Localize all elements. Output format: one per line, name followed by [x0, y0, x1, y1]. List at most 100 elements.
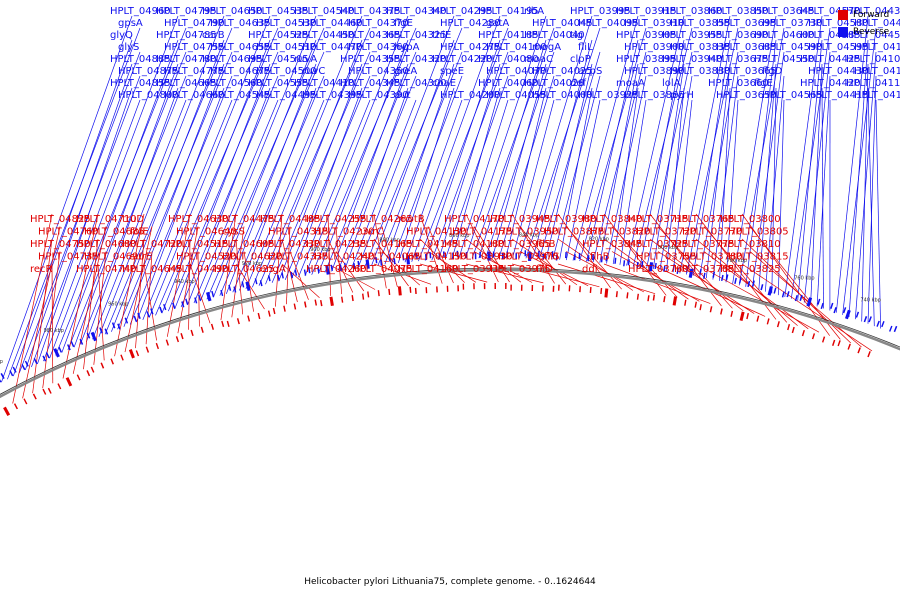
axis-tick-label: 860 kbp — [449, 233, 469, 239]
leader-line — [848, 39, 869, 318]
reverse-gene-label: HPLT_04595 — [808, 42, 869, 53]
leader-line — [327, 213, 331, 296]
reverse-gene-label: HPLT_03695 — [716, 18, 777, 29]
leader-line — [298, 99, 371, 278]
reverse-feature — [627, 259, 630, 266]
forward-feature — [589, 286, 592, 293]
reverse-feature — [474, 253, 477, 260]
forward-gene-label: HPLT_04170 — [444, 214, 505, 225]
leader-line — [97, 263, 105, 361]
reverse-feature — [876, 320, 880, 327]
reverse-gene-label: HPLT_04500 — [256, 66, 317, 77]
forward-feature — [135, 350, 140, 357]
reverse-feature — [654, 262, 657, 269]
leader-line — [419, 263, 488, 283]
forward-feature — [175, 336, 179, 343]
reverse-feature — [524, 250, 527, 257]
forward-feature — [367, 291, 370, 298]
reverse-feature — [747, 280, 751, 287]
reverse-gene-label: HPLT_04190 — [854, 42, 900, 53]
reverse-gene-label: HPLT_04100 — [486, 42, 547, 53]
leader-line — [725, 99, 739, 283]
reverse-gene-label: HPLT_04325 — [386, 30, 447, 41]
reverse-feature — [211, 290, 215, 298]
leader-line — [565, 226, 622, 290]
forward-feature — [847, 343, 851, 350]
forward-feature — [47, 387, 52, 394]
reverse-gene-label: HPLT_04450 — [294, 30, 355, 41]
leader-line — [545, 63, 593, 260]
leader-line — [586, 39, 639, 262]
forward-feature — [65, 377, 73, 387]
reverse-gene-label: HPLT_04430 — [808, 66, 869, 77]
forward-feature — [684, 299, 687, 306]
reverse-gene-label: HPLT_04795 — [156, 6, 217, 17]
forward-feature — [746, 313, 749, 320]
leader-line — [557, 238, 634, 291]
reverse-feature — [817, 298, 821, 305]
forward-gene-label: HPLT_04330 — [260, 239, 321, 250]
forward-feature — [626, 292, 629, 299]
reverse-gene-label: HPLT_03835 — [670, 42, 731, 53]
forward-gene-label: surE — [130, 252, 152, 263]
forward-gene-label: HPLT_04265 — [352, 214, 413, 225]
leader-line — [592, 51, 647, 263]
reverse-gene-label: greA — [394, 66, 417, 77]
leader-line — [180, 75, 279, 308]
leader-line — [245, 99, 325, 290]
reverse-feature — [452, 252, 454, 259]
reverse-gene-label: HPLT_04195 — [478, 6, 539, 17]
leader-line — [875, 99, 881, 329]
reverse-gene-label: def — [570, 78, 587, 89]
forward-feature — [615, 291, 618, 298]
leader-line — [24, 63, 133, 371]
reverse-gene-label: HPLT_04555 — [248, 78, 309, 89]
reverse-gene-label: HPLT_03995 — [570, 6, 631, 17]
reverse-feature — [781, 291, 785, 298]
leader-line — [666, 87, 685, 272]
leader-line — [579, 27, 647, 262]
forward-gene-label: HPLT_04630 — [168, 214, 229, 225]
leader-line — [225, 63, 317, 295]
reverse-labels: HPLT_04960gpsAglyQglySHPLT_04885HPLT_048… — [110, 6, 900, 101]
reverse-gene-label: flgE — [754, 78, 773, 89]
reverse-feature — [456, 250, 459, 257]
forward-gene-label: HPLT_03760 — [628, 264, 689, 275]
leader-line — [49, 15, 179, 359]
leader-line — [239, 87, 317, 291]
forward-feature — [247, 315, 251, 322]
forward-gene-label: HPLT_04750 — [30, 239, 91, 250]
forward-feature — [57, 383, 62, 390]
reverse-gene-label: HPLT_03900 — [624, 42, 685, 53]
reverse-feature — [738, 277, 742, 284]
forward-gene-label: HPLT_04485 — [260, 214, 321, 225]
leader-line — [278, 63, 363, 282]
forward-gene-label: HPLT_04150 — [406, 252, 467, 263]
forward-feature — [155, 342, 159, 350]
forward-feature — [446, 285, 449, 292]
reverse-gene-label: glyS — [118, 42, 139, 53]
leader-line — [478, 39, 547, 259]
reverse-gene-label: HPLT_04220 — [432, 54, 493, 65]
forward-feature — [505, 283, 507, 289]
reverse-gene-label: hypA — [394, 42, 420, 53]
forward-gene-label: HPLT_04645 — [122, 264, 183, 275]
reverse-feature — [194, 297, 198, 304]
reverse-gene-label: HPLT_04095 — [578, 18, 639, 29]
leader-line — [741, 263, 873, 352]
forward-gene-label: HPLT_03755 — [636, 252, 697, 263]
reverse-feature — [303, 269, 307, 276]
forward-feature — [652, 294, 655, 301]
reverse-gene-label: HPLT_04855 — [110, 78, 171, 89]
forward-gene-label: motB — [398, 214, 425, 225]
reverse-gene-label: coaE — [432, 78, 456, 89]
reverse-feature — [0, 379, 2, 383]
reverse-gene-label: ruvA — [294, 54, 317, 65]
leader-line — [485, 51, 555, 259]
reverse-feature — [259, 280, 263, 287]
reverse-feature — [833, 307, 837, 314]
reverse-gene-label: HPLT_04530 — [256, 18, 317, 29]
forward-feature — [210, 323, 214, 330]
leader-line — [384, 63, 455, 265]
leader-line — [657, 251, 755, 314]
